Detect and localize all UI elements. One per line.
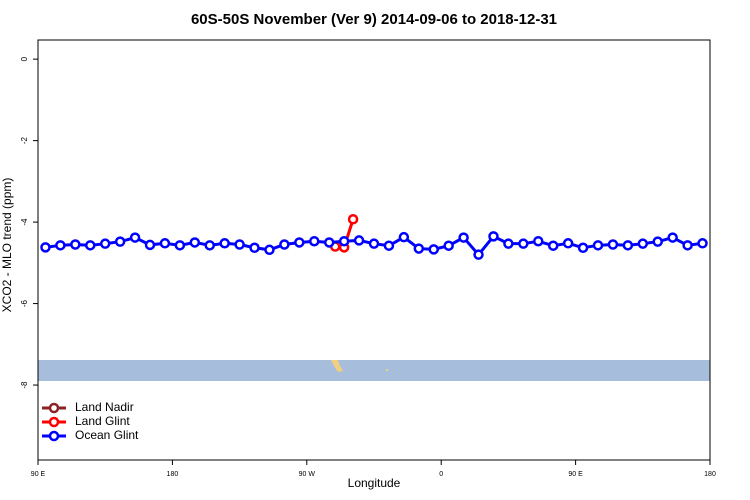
x-tick-label: 0 (439, 471, 443, 478)
data-point (279, 239, 290, 250)
data-point (85, 240, 96, 251)
x-axis-label: Longitude (348, 476, 401, 490)
map-strip (38, 360, 710, 381)
data-point (114, 236, 126, 247)
x-tick-label: 180 (704, 471, 716, 478)
data-point (562, 238, 574, 249)
data-point (189, 237, 201, 248)
data-point (347, 213, 359, 225)
data-point (697, 238, 708, 249)
legend-marker (48, 416, 60, 428)
data-point (607, 239, 619, 250)
data-point (323, 237, 335, 248)
data-point (249, 242, 260, 254)
chart-title: 60S-50S November (Ver 9) 2014-09-06 to 2… (191, 11, 557, 28)
data-point (309, 235, 320, 247)
data-point (652, 236, 663, 247)
data-point (234, 239, 245, 250)
data-point (577, 242, 589, 254)
x-tick-label: 90 E (568, 471, 583, 478)
data-point (592, 240, 604, 251)
data-point (55, 240, 66, 251)
y-tick-label: -4 (20, 218, 29, 226)
data-point (667, 232, 678, 243)
data-point (368, 238, 380, 249)
data-point (70, 239, 81, 250)
legend-marker (48, 402, 60, 414)
data-point (383, 240, 395, 251)
x-tick-label: 180 (167, 471, 179, 478)
data-point (503, 238, 514, 249)
data-point (294, 237, 305, 248)
data-point (144, 239, 156, 251)
data-point (129, 232, 141, 243)
data-point (682, 240, 693, 251)
data-point (547, 240, 559, 251)
data-point (637, 238, 649, 249)
data-point (338, 235, 350, 247)
y-tick-label: -2 (20, 137, 29, 145)
data-point (159, 238, 171, 249)
plot-frame (37, 39, 711, 461)
data-point (99, 238, 111, 249)
legend-label: Ocean Glint (75, 428, 139, 442)
data-point (174, 240, 186, 251)
data-point (264, 244, 275, 256)
y-tick-label: -8 (20, 381, 29, 389)
data-point (413, 243, 425, 254)
data-point (533, 235, 544, 247)
y-axis-label: XCO2 - MLO trend (ppm) (0, 178, 14, 313)
legend-label: Land Glint (75, 414, 130, 428)
legend-marker (48, 430, 60, 442)
data-point (204, 240, 215, 251)
legend: Land Nadir Land Glint Ocean Glint (42, 400, 139, 442)
data-point (219, 238, 230, 249)
legend-label: Land Nadir (75, 400, 134, 414)
y-tick-label: 0 (20, 56, 29, 61)
data-point (353, 235, 365, 246)
data-point (518, 238, 529, 249)
data-point (428, 244, 439, 255)
data-point (488, 231, 499, 242)
data-point (40, 242, 51, 253)
data-point (458, 232, 469, 243)
data-point (443, 240, 454, 251)
data-point (622, 240, 634, 251)
data-point (398, 231, 410, 243)
land-patch (386, 369, 388, 371)
land-patch (331, 360, 343, 372)
data-point (473, 249, 484, 260)
x-tick-label: 90 W (299, 471, 316, 478)
x-tick-label: 90 E (31, 471, 46, 478)
y-tick-label: -6 (20, 299, 29, 307)
